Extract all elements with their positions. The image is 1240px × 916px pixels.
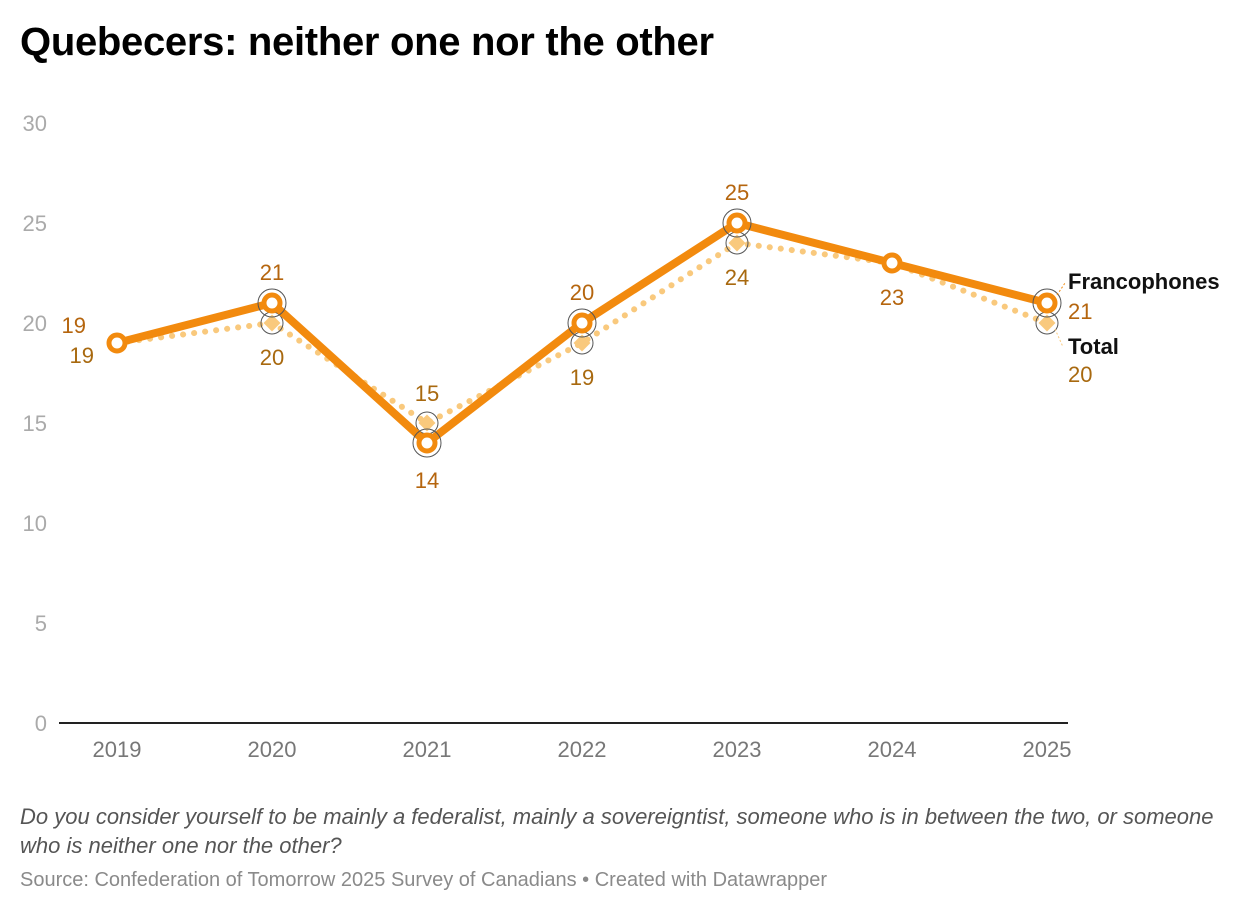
x-axis: 2019 2020 2021 2022 2023 2024 2025: [59, 722, 1072, 762]
y-tick-label: 30: [23, 111, 47, 136]
francophones-point-2022: [571, 312, 593, 334]
total-value-label: 19: [570, 365, 594, 390]
total-point-2022: [573, 334, 591, 352]
francophones-point-2024: [881, 252, 903, 274]
francophones-point-ring-2022: [567, 308, 597, 338]
total-series-label: Total: [1068, 334, 1119, 359]
francophones-point-2019: [106, 332, 128, 354]
x-tick-label: 2019: [93, 737, 142, 762]
francophones-value-label: 21: [260, 260, 284, 285]
y-axis: 0 5 10 15 20 25 30: [23, 111, 47, 736]
francophones-value-label: 21: [1068, 299, 1092, 324]
y-tick-label: 0: [35, 711, 47, 736]
x-tick-label: 2020: [248, 737, 297, 762]
data-labels: 19 19 21 20 14 15 20 19 25 24 23 21 20: [62, 180, 1093, 493]
francophones-point-2021: [416, 432, 438, 454]
francophones-value-label: 19: [62, 313, 86, 338]
x-tick-label: 2023: [713, 737, 762, 762]
x-tick-label: 2025: [1023, 737, 1072, 762]
francophones-value-label: 25: [725, 180, 749, 205]
x-tick-label: 2021: [403, 737, 452, 762]
francophones-point-ring-2023: [722, 208, 752, 238]
y-tick-label: 15: [23, 411, 47, 436]
francophones-series-label: Francophones: [1068, 269, 1220, 294]
total-point-2021: [418, 414, 436, 432]
y-tick-label: 20: [23, 311, 47, 336]
series-names: Francophones Total: [1054, 269, 1220, 359]
total-value-label: 24: [725, 265, 749, 290]
francophones-point-2020: [261, 292, 283, 314]
total-point-2020: [263, 314, 281, 332]
y-tick-label: 5: [35, 611, 47, 636]
total-value-label: 19: [70, 343, 94, 368]
francophones-value-label: 23: [880, 285, 904, 310]
y-tick-label: 10: [23, 511, 47, 536]
x-tick-label: 2022: [558, 737, 607, 762]
total-leader-line: [1054, 328, 1064, 348]
total-point-2023: [728, 234, 746, 252]
francophones-point-ring-2025: [1032, 288, 1062, 318]
francophones-point-2025: [1036, 292, 1058, 314]
francophones-value-label: 14: [415, 468, 439, 493]
total-value-label: 15: [415, 381, 439, 406]
francophones-point-2023: [726, 212, 748, 234]
survey-question-note: Do you consider yourself to be mainly a …: [20, 804, 1214, 858]
francophones-point-ring-2021: [412, 428, 442, 458]
chart-title: Quebecers: neither one nor the other: [20, 20, 714, 64]
source-credit: Source: Confederation of Tomorrow 2025 S…: [20, 869, 828, 891]
francophones-value-label: 20: [570, 280, 594, 305]
francophones-leader-line: [1056, 282, 1066, 296]
francophones-point-ring-2020: [257, 288, 287, 318]
francophones-series: [106, 208, 1062, 458]
y-tick-label: 25: [23, 211, 47, 236]
total-value-label: 20: [260, 345, 284, 370]
x-tick-label: 2024: [868, 737, 917, 762]
total-value-label: 20: [1068, 362, 1092, 387]
